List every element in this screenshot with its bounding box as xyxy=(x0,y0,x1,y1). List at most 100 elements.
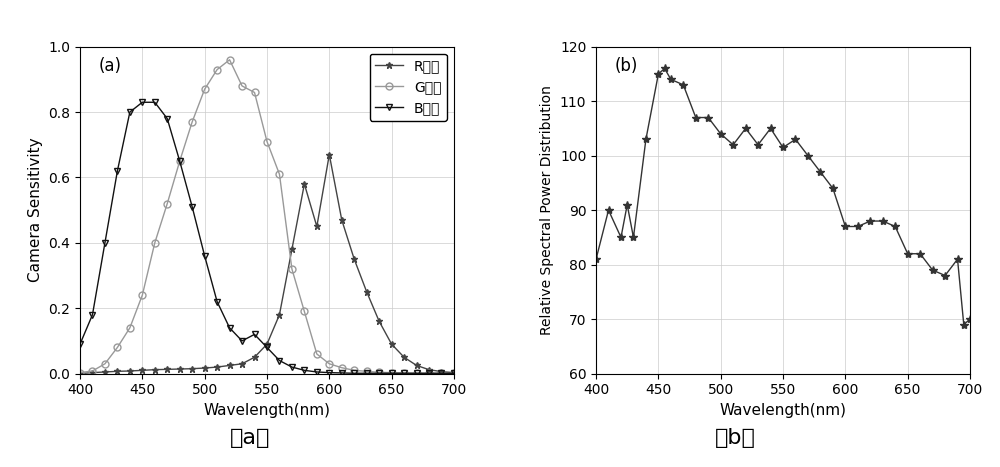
B通道 xyxy=(86,312,98,318)
R通道 xyxy=(386,341,398,347)
B通道 xyxy=(398,370,410,376)
G通道 xyxy=(423,370,435,376)
R通道 xyxy=(136,368,148,373)
R通道 xyxy=(286,247,298,252)
R通道 xyxy=(373,318,385,324)
R通道 xyxy=(273,312,285,318)
B通道 xyxy=(336,370,348,376)
R通道 xyxy=(199,365,211,371)
B通道 xyxy=(236,338,248,344)
B通道 xyxy=(286,364,298,370)
B通道 xyxy=(448,370,460,376)
G通道 xyxy=(236,83,248,89)
R通道 xyxy=(411,362,423,368)
R通道 xyxy=(124,368,136,374)
B通道 xyxy=(99,240,111,246)
G通道 xyxy=(373,369,385,375)
B通道 xyxy=(386,370,398,376)
Text: (b): (b) xyxy=(615,57,638,75)
G通道 xyxy=(323,361,335,367)
R通道 xyxy=(111,368,123,374)
G通道 xyxy=(224,57,236,63)
R通道 xyxy=(423,367,435,373)
B通道 xyxy=(361,370,373,376)
B通道 xyxy=(373,370,385,376)
R通道 xyxy=(298,181,310,187)
R通道 xyxy=(448,370,460,375)
Line: R通道: R通道 xyxy=(77,151,457,377)
G通道 xyxy=(361,368,373,374)
B通道 xyxy=(311,369,323,375)
R通道 xyxy=(74,371,86,376)
Text: （b）: （b） xyxy=(715,428,755,448)
G通道 xyxy=(435,370,447,376)
G通道 xyxy=(186,119,198,125)
G通道 xyxy=(448,370,460,376)
B通道 xyxy=(411,370,423,376)
G通道 xyxy=(311,351,323,357)
G通道 xyxy=(174,158,186,164)
B通道 xyxy=(261,345,273,350)
B通道 xyxy=(74,341,86,347)
B通道 xyxy=(435,370,447,376)
G通道 xyxy=(261,139,273,144)
B通道 xyxy=(111,168,123,174)
G通道 xyxy=(411,370,423,376)
G通道 xyxy=(348,368,360,373)
G通道 xyxy=(336,365,348,370)
B通道 xyxy=(161,116,173,121)
R通道 xyxy=(224,362,236,368)
G通道 xyxy=(149,240,161,246)
R通道 xyxy=(86,370,98,375)
R通道 xyxy=(174,366,186,372)
G通道 xyxy=(136,292,148,298)
G通道 xyxy=(99,361,111,367)
B通道 xyxy=(224,325,236,331)
B通道 xyxy=(124,109,136,115)
G通道 xyxy=(124,325,136,331)
B通道 xyxy=(186,204,198,210)
B通道 xyxy=(298,368,310,373)
R通道 xyxy=(398,354,410,360)
B通道 xyxy=(199,253,211,259)
R通道 xyxy=(149,367,161,373)
B通道 xyxy=(149,99,161,105)
R通道 xyxy=(435,369,447,375)
R通道 xyxy=(211,364,223,370)
B通道 xyxy=(249,332,261,337)
G通道 xyxy=(386,370,398,375)
G通道 xyxy=(86,368,98,374)
X-axis label: Wavelength(nm): Wavelength(nm) xyxy=(203,403,330,418)
R通道 xyxy=(311,224,323,229)
X-axis label: Wavelength(nm): Wavelength(nm) xyxy=(720,403,847,418)
G通道 xyxy=(111,345,123,350)
G通道 xyxy=(249,90,261,95)
Y-axis label: Relative Spectral Power Distribution: Relative Spectral Power Distribution xyxy=(540,85,554,335)
R通道 xyxy=(99,369,111,375)
B通道 xyxy=(136,99,148,105)
Legend: R通道, G通道, B通道: R通道, G通道, B通道 xyxy=(370,54,447,120)
B通道 xyxy=(348,370,360,376)
R通道 xyxy=(361,289,373,295)
G通道 xyxy=(211,67,223,72)
Y-axis label: Camera Sensitivity: Camera Sensitivity xyxy=(28,138,43,283)
R通道 xyxy=(249,354,261,360)
Line: B通道: B通道 xyxy=(77,99,457,377)
G通道 xyxy=(286,266,298,272)
G通道 xyxy=(74,370,86,375)
R通道 xyxy=(236,361,248,367)
B通道 xyxy=(273,358,285,363)
R通道 xyxy=(336,217,348,223)
R通道 xyxy=(161,367,173,372)
Text: （a）: （a） xyxy=(230,428,270,448)
G通道 xyxy=(199,86,211,92)
B通道 xyxy=(211,299,223,304)
R通道 xyxy=(186,366,198,371)
R通道 xyxy=(348,256,360,262)
G通道 xyxy=(298,309,310,314)
G通道 xyxy=(398,370,410,376)
G通道 xyxy=(273,171,285,177)
R通道 xyxy=(261,341,273,347)
Text: (a): (a) xyxy=(99,57,122,75)
B通道 xyxy=(323,370,335,375)
